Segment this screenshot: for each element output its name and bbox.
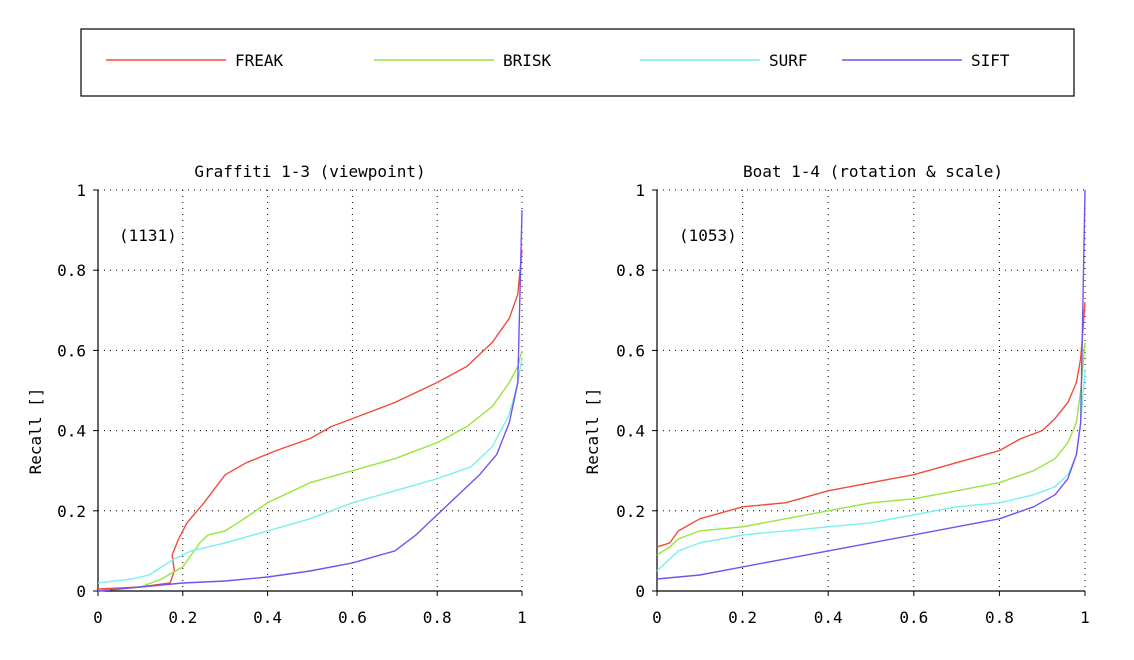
point-count-annotation: (1053) (679, 226, 737, 245)
y-tick-label: 0.2 (57, 502, 86, 521)
y-tick-label: 0.8 (616, 261, 645, 280)
x-tick-label: 0.8 (985, 608, 1014, 627)
series-line-sift (656, 189, 1086, 580)
y-tick-label: 0.6 (57, 341, 86, 360)
x-tick-label: 1 (517, 608, 527, 627)
x-tick-label: 0 (652, 608, 662, 627)
x-tick-label: 0 (93, 608, 103, 627)
y-tick-label: 1 (635, 181, 645, 200)
y-tick-label: 0.2 (616, 502, 645, 521)
series-line-brisk (656, 342, 1086, 556)
series-line-freak (656, 302, 1086, 548)
point-count-annotation: (1131) (119, 226, 177, 245)
x-tick-label: 0.8 (423, 608, 452, 627)
series-line-surf (656, 370, 1086, 572)
y-axis-label: Recall [] (26, 388, 45, 475)
legend-box (80, 28, 1075, 97)
series-line-freak (97, 250, 523, 590)
y-tick-label: 0 (76, 582, 86, 601)
x-tick-label: 0.2 (168, 608, 197, 627)
x-tick-label: 0.4 (253, 608, 282, 627)
x-tick-label: 0.6 (338, 608, 367, 627)
y-axis-label: Recall [] (583, 388, 602, 475)
chart-title: Graffiti 1-3 (viewpoint) (194, 162, 425, 181)
chart-panel-graffiti: Graffiti 1-3 (viewpoint) Recall [] (1131… (26, 162, 527, 627)
chart-panel-boat: Boat 1-4 (rotation & scale) Recall [] (1… (583, 162, 1090, 627)
series-line-sift (97, 210, 523, 592)
chart-title: Boat 1-4 (rotation & scale) (743, 162, 1003, 181)
series-line-surf (97, 358, 523, 584)
x-tick-label: 1 (1080, 608, 1090, 627)
y-tick-label: 0.6 (616, 341, 645, 360)
y-tick-label: 0.4 (616, 422, 645, 441)
y-tick-label: 0.8 (57, 261, 86, 280)
legend-label-sift: SIFT (971, 51, 1010, 70)
x-tick-label: 0.4 (814, 608, 843, 627)
legend: FREAK BRISK SURF SIFT (80, 28, 1075, 97)
legend-label-brisk: BRISK (503, 51, 552, 70)
x-tick-label: 0.2 (728, 608, 757, 627)
y-tick-label: 0 (635, 582, 645, 601)
y-tick-label: 0.4 (57, 422, 86, 441)
x-tick-label: 0.6 (899, 608, 928, 627)
legend-label-surf: SURF (769, 51, 808, 70)
legend-label-freak: FREAK (235, 51, 284, 70)
y-tick-label: 1 (76, 181, 86, 200)
series-line-brisk (97, 350, 523, 592)
